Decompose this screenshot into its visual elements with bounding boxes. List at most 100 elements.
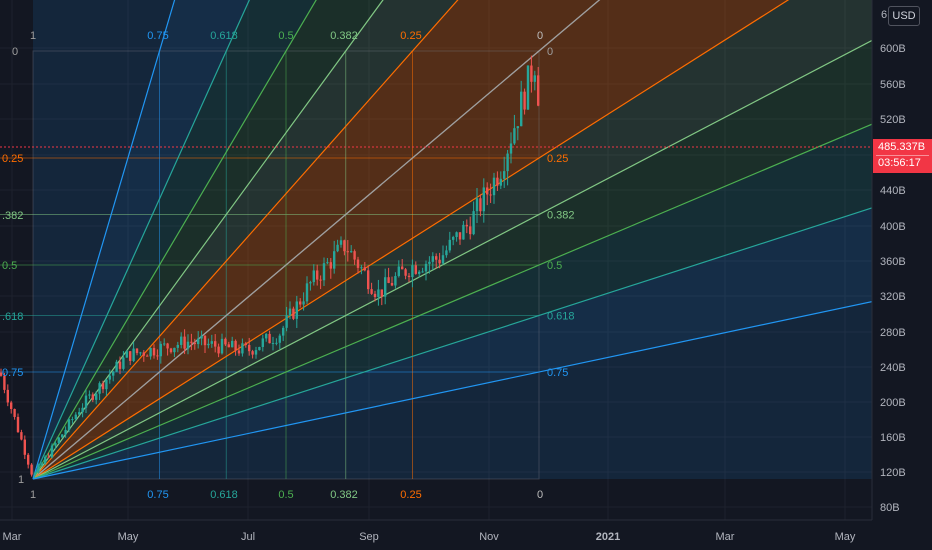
candle-body bbox=[496, 177, 499, 186]
fan-corner-label-bottom: 1 bbox=[30, 489, 36, 501]
candle-body bbox=[302, 301, 305, 305]
candle-body bbox=[350, 251, 353, 253]
candle-body bbox=[105, 379, 108, 390]
candle-body bbox=[377, 289, 380, 298]
price-axis[interactable]: 600B560B520B480B440B400B360B320B280B240B… bbox=[880, 43, 906, 514]
fib-fan-lines[interactable] bbox=[32, 0, 932, 480]
candle-body bbox=[3, 375, 6, 390]
fan-left-label-3: 0.5 bbox=[2, 260, 17, 272]
candle-body bbox=[431, 256, 434, 262]
candle-body bbox=[268, 333, 271, 344]
candle-body bbox=[183, 336, 186, 349]
price-axis-bg[interactable] bbox=[872, 0, 932, 550]
candle-body bbox=[84, 395, 88, 408]
candle-body bbox=[67, 419, 71, 430]
candle-body bbox=[271, 342, 275, 344]
candle-body bbox=[424, 263, 428, 272]
candle-body bbox=[20, 432, 23, 440]
candle-body bbox=[30, 464, 33, 475]
candle-body bbox=[237, 350, 241, 354]
price-label-4: 440B bbox=[880, 185, 906, 197]
candle-body bbox=[166, 343, 169, 349]
last-price-value: 485.337B bbox=[878, 141, 926, 153]
candle-body bbox=[47, 456, 50, 458]
fan-bottom-label-4: 0.25 bbox=[400, 489, 421, 501]
candle-body bbox=[108, 375, 111, 380]
candle-body bbox=[254, 350, 258, 355]
fan-right-label-5: 0.75 bbox=[547, 367, 568, 379]
candle-body bbox=[71, 419, 74, 421]
candle-body bbox=[414, 265, 417, 274]
currency-badge[interactable]: USD bbox=[888, 6, 920, 26]
candle-body bbox=[441, 255, 445, 264]
candle-body bbox=[64, 429, 67, 435]
candle-body bbox=[282, 327, 285, 336]
candle-body bbox=[390, 282, 394, 286]
candle-body bbox=[61, 434, 64, 438]
time-label-0: Mar bbox=[3, 531, 22, 543]
candle-body bbox=[397, 266, 400, 277]
candle-body bbox=[438, 259, 441, 264]
candle-body bbox=[407, 275, 411, 278]
candle-body bbox=[316, 270, 319, 280]
time-axis[interactable]: Mar May Jul Sep Nov 2021 Mar May bbox=[3, 531, 856, 543]
candle-body bbox=[261, 338, 264, 347]
candle-body bbox=[152, 347, 156, 356]
candle-body bbox=[91, 394, 94, 400]
candle-body bbox=[13, 408, 16, 417]
candle-body bbox=[346, 251, 349, 253]
candle-body bbox=[465, 224, 468, 227]
candles bbox=[0, 55, 540, 477]
candle-body bbox=[356, 259, 360, 268]
candle-body bbox=[248, 344, 251, 352]
candle-body bbox=[278, 335, 281, 343]
candle-body bbox=[190, 341, 193, 343]
candle-body bbox=[479, 198, 482, 212]
candle-body bbox=[44, 456, 47, 464]
candle-body bbox=[74, 414, 77, 420]
fan-right-label-3: 0.5 bbox=[547, 260, 562, 272]
time-label-4: Nov bbox=[479, 531, 499, 543]
candle-body bbox=[533, 75, 536, 82]
fan-top-label-1: 0.618 bbox=[210, 30, 238, 42]
candle-body bbox=[112, 371, 115, 376]
fan-right-label-4: 0.618 bbox=[547, 311, 575, 323]
candle-body bbox=[523, 91, 526, 110]
candle-body bbox=[210, 341, 213, 344]
candle-body bbox=[163, 343, 166, 345]
candle-body bbox=[404, 269, 407, 276]
candle-body bbox=[418, 271, 421, 274]
time-label-7: May bbox=[835, 531, 856, 543]
candle-body bbox=[462, 224, 465, 240]
candle-body bbox=[469, 226, 472, 235]
fan-bottom-label-5: 0 bbox=[537, 489, 543, 501]
fan-right-label-0: 0 bbox=[547, 46, 553, 58]
candle-body bbox=[435, 256, 438, 260]
candle-body bbox=[353, 251, 356, 260]
candle-body bbox=[428, 261, 431, 264]
price-label-2: 520B bbox=[880, 114, 906, 126]
candle-body bbox=[251, 351, 254, 355]
price-label-10: 200B bbox=[880, 397, 906, 409]
candle-body bbox=[503, 171, 506, 179]
price-fan-ray-2 bbox=[32, 39, 872, 480]
candle-body bbox=[57, 437, 60, 443]
candle-body bbox=[217, 346, 220, 354]
candle-body bbox=[380, 289, 383, 297]
time-label-3: Sep bbox=[359, 531, 379, 543]
candle-body bbox=[180, 336, 183, 345]
candle-body bbox=[285, 315, 288, 328]
candle-body bbox=[492, 177, 496, 196]
candle-body bbox=[333, 251, 336, 269]
candle-body bbox=[241, 343, 244, 354]
candle-body bbox=[319, 279, 322, 281]
candle-body bbox=[244, 343, 247, 345]
candle-body bbox=[367, 270, 370, 290]
price-fan-ray-1 bbox=[32, 0, 790, 480]
fib-fan-labels: 0 0.25 0.382 0.5 0.618 0.75 0 0.25 .382 0.5 .618 0.… bbox=[2, 30, 575, 501]
fan-left-label-0: 0 bbox=[12, 46, 18, 58]
candle-body bbox=[537, 75, 540, 106]
price-label-9: 240B bbox=[880, 362, 906, 374]
price-fan-ray-3 bbox=[32, 123, 872, 480]
